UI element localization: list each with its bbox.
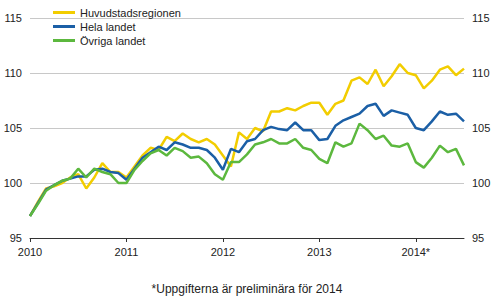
svg-text:*Uppgifterna är preliminära fö: *Uppgifterna är preliminära för 2014 [152,282,343,296]
svg-text:2010: 2010 [18,246,42,258]
svg-text:Huvudstadsregionen: Huvudstadsregionen [80,7,181,19]
svg-text:2012: 2012 [211,246,235,258]
svg-text:115: 115 [472,12,490,24]
svg-text:2013: 2013 [307,246,331,258]
svg-text:105: 105 [472,122,490,134]
svg-text:95: 95 [10,232,22,244]
svg-text:110: 110 [472,67,490,79]
svg-text:2014*: 2014* [401,246,430,258]
svg-text:Hela landet: Hela landet [80,21,136,33]
svg-text:110: 110 [4,67,22,79]
svg-text:100: 100 [472,177,490,189]
svg-text:100: 100 [4,177,22,189]
svg-text:115: 115 [4,12,22,24]
svg-text:2011: 2011 [115,246,139,258]
svg-text:Övriga landet: Övriga landet [80,35,145,47]
svg-text:105: 105 [4,122,22,134]
svg-text:95: 95 [472,232,484,244]
